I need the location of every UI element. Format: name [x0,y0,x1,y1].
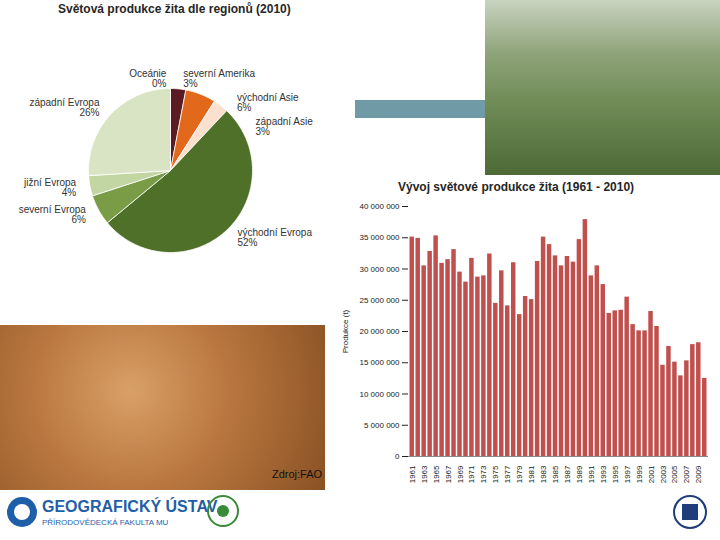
svg-text:30 000 000: 30 000 000 [359,265,400,274]
svg-text:západní Asie3%: západní Asie3% [256,116,314,137]
svg-text:1991: 1991 [587,465,596,483]
svg-text:1985: 1985 [551,465,560,483]
svg-text:Oceánie0%: Oceánie0% [129,68,167,89]
html-text:PŘÍRODOVĚDECKÁ FAKULTA MU: PŘÍRODOVĚDECKÁ FAKULTA MU [42,518,169,527]
svg-text:1973: 1973 [479,465,488,483]
svg-text:1993: 1993 [599,465,608,483]
svg-text:1989: 1989 [575,465,584,483]
svg-text:2005: 2005 [670,465,679,483]
svg-text:1979: 1979 [515,465,524,483]
svg-text:40 000 000: 40 000 000 [359,202,400,211]
svg-text:1981: 1981 [527,465,536,483]
html-text:Světová produkce žita dle regi: Světová produkce žita dle regionů (2010) [58,2,291,16]
html-text:Zdroj:FAO: Zdroj:FAO [272,468,323,480]
svg-text:1999: 1999 [635,465,644,483]
svg-text:5 000 000: 5 000 000 [364,421,400,430]
svg-text:35 000 000: 35 000 000 [359,233,400,242]
html-text:Vývoj světové produkce žita (1: Vývoj světové produkce žita (1961 - 2010… [398,180,635,194]
svg-text:1995: 1995 [611,465,620,483]
svg-text:1971: 1971 [467,465,476,483]
svg-text:severní Amerika3%: severní Amerika3% [183,68,255,89]
svg-text:1975: 1975 [491,465,500,483]
svg-text:západní Evropa26%: západní Evropa26% [29,97,99,118]
svg-text:1969: 1969 [456,465,465,483]
svg-text:jižní Evropa4%: jižní Evropa4% [23,177,77,198]
svg-text:2007: 2007 [682,465,691,483]
svg-text:1983: 1983 [539,465,548,483]
svg-text:2001: 2001 [647,465,656,483]
svg-text:severní Evropa6%: severní Evropa6% [19,204,87,225]
svg-text:1967: 1967 [444,465,453,483]
svg-text:10 000 000: 10 000 000 [359,390,400,399]
svg-text:Produkce (t): Produkce (t) [341,309,350,353]
svg-text:1965: 1965 [432,465,441,483]
svg-text:1977: 1977 [503,465,512,483]
svg-text:0: 0 [395,452,400,461]
svg-text:východní Asie6%: východní Asie6% [237,92,299,113]
svg-text:východní Evropa52%: východní Evropa52% [237,227,312,248]
html-text:GEOGRAFICKÝ ÚSTAV: GEOGRAFICKÝ ÚSTAV [42,498,218,515]
svg-text:1961: 1961 [408,465,417,483]
svg-text:1963: 1963 [420,465,429,483]
svg-text:2009: 2009 [694,465,703,483]
svg-text:20 000 000: 20 000 000 [359,327,400,336]
svg-text:1997: 1997 [623,465,632,483]
svg-text:15 000 000: 15 000 000 [359,358,400,367]
svg-text:25 000 000: 25 000 000 [359,296,400,305]
svg-text:2003: 2003 [659,465,668,483]
svg-text:1987: 1987 [563,465,572,483]
